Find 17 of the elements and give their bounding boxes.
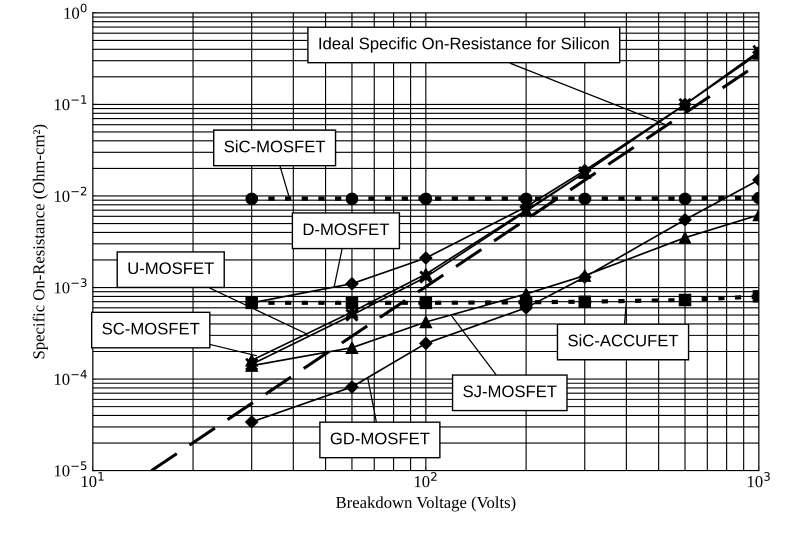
annotation: SiC-MOSFET bbox=[224, 140, 326, 152]
y-tick-label: 10$^{−4}$ bbox=[54, 370, 87, 385]
y-tick-label: 10$^{−2}$ bbox=[54, 186, 86, 202]
y-tick-label: 10$^{−3}$ bbox=[54, 278, 87, 294]
annotation: U-MOSFET bbox=[128, 262, 214, 274]
x-tick-label: 10$^{3}$ bbox=[748, 472, 770, 488]
annotation: GD-MOSFET bbox=[330, 432, 430, 444]
annotation: SC-MOSFET bbox=[102, 322, 200, 335]
x-tick-label: 10$^{2}$ bbox=[414, 472, 437, 488]
y-tick-label: 10$^{−1}$ bbox=[54, 95, 86, 110]
x-axis-title: Breakdown Voltage (Volts) bbox=[336, 496, 516, 512]
annotation: D-MOSFET bbox=[304, 223, 390, 236]
y-axis-title: Specific On-Resistance (Ohm-cm²) bbox=[32, 124, 48, 358]
annotation: SiC-ACCUFET bbox=[568, 334, 678, 346]
y-tick-label: 10$^{0}$ bbox=[64, 4, 87, 19]
annotation: Ideal Specific On-Resistance for Silicon bbox=[319, 37, 609, 53]
annotation: SJ-MOSFET bbox=[463, 385, 557, 398]
